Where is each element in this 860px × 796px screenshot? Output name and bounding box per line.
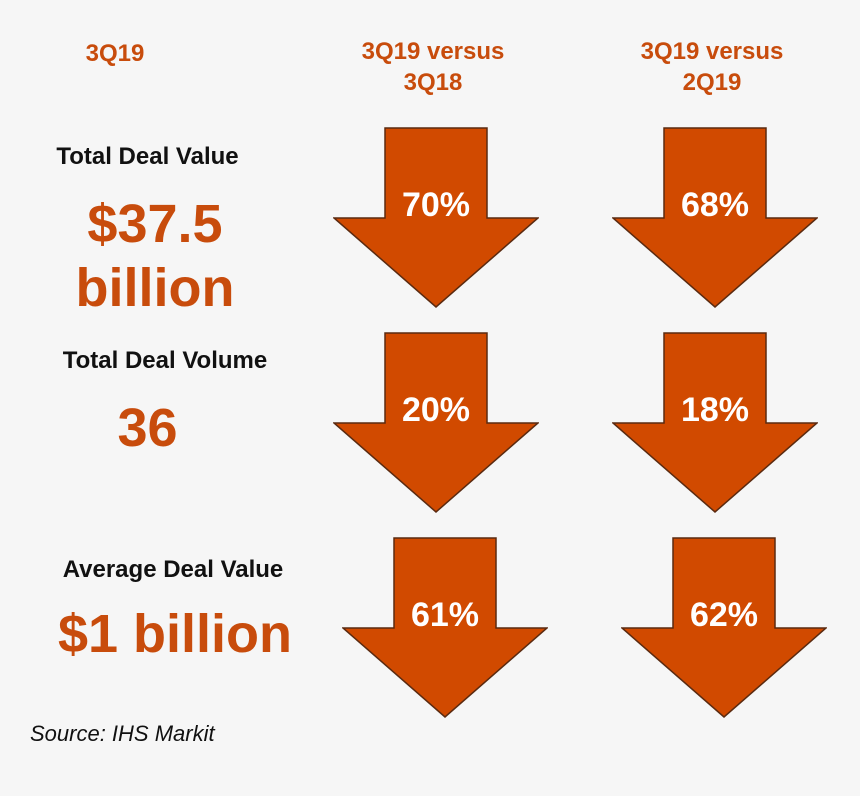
qoq-change-average-deal-value: 62% — [689, 596, 759, 634]
metric-value-line: 36 — [117, 398, 178, 458]
metric-label-total-deal-volume: Total Deal Volume — [62, 347, 268, 374]
column-header-qoq-line2: 2Q19 — [682, 69, 742, 96]
down-arrow-shape — [621, 537, 827, 718]
down-arrow-icon: 61% — [342, 537, 548, 718]
down-arrow-shape — [342, 537, 548, 718]
qoq-change-total-deal-value: 68% — [680, 186, 750, 224]
metric-value-line: $37.5 — [87, 194, 223, 254]
down-arrow-icon: 70% — [333, 127, 539, 308]
column-header-period-text: 3Q19 — [85, 40, 145, 67]
down-arrow-shape — [612, 127, 818, 308]
column-header-yoy-line2: 3Q18 — [403, 69, 463, 96]
down-arrow-icon: 18% — [612, 332, 818, 513]
qoq-change-total-deal-volume: 18% — [680, 391, 750, 429]
column-header-qoq: 3Q19 versus 2Q19 — [597, 36, 827, 98]
down-arrow-icon: 68% — [612, 127, 818, 308]
metric-value-total-deal-volume: 36 — [60, 396, 235, 460]
metric-value-total-deal-value: $37.5 billion — [20, 192, 290, 320]
down-arrow-icon: 20% — [333, 332, 539, 513]
column-header-yoy-line1: 3Q19 versus — [361, 38, 505, 65]
metric-label-total-deal-value: Total Deal Value — [56, 143, 239, 170]
yoy-change-average-deal-value: 61% — [410, 596, 480, 634]
metric-value-line: $1 billion — [57, 604, 293, 664]
metric-value-average-deal-value: $1 billion — [20, 602, 330, 666]
down-arrow-shape — [612, 332, 818, 513]
yoy-change-total-deal-volume: 20% — [401, 391, 471, 429]
column-header-period: 3Q19 — [50, 38, 180, 69]
column-header-yoy: 3Q19 versus 3Q18 — [318, 36, 548, 98]
down-arrow-icon: 62% — [621, 537, 827, 718]
yoy-change-total-deal-value: 70% — [401, 186, 471, 224]
down-arrow-shape — [333, 332, 539, 513]
column-header-qoq-line1: 3Q19 versus — [640, 38, 784, 65]
source-note: Source: IHS Markit — [30, 721, 215, 746]
metric-label-average-deal-value: Average Deal Value — [62, 556, 284, 583]
down-arrow-shape — [333, 127, 539, 308]
metric-value-line: billion — [75, 258, 235, 318]
